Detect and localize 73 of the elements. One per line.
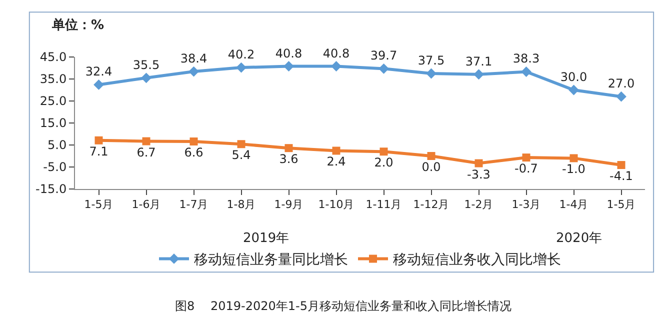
point [141,72,152,84]
x-tick-label: 1-6月 [132,198,161,212]
data-label: 35.5 [132,58,160,72]
x-tick-label: 1-8月 [226,198,256,212]
point [570,154,578,162]
data-label: 2.0 [374,156,394,170]
point [474,69,484,80]
data-label: -1.0 [562,162,586,176]
data-label: 27.0 [608,76,635,91]
text: 2020年 [556,231,602,246]
y-tick-label: -5.0 [43,160,67,174]
data-label: 37.5 [418,54,445,68]
point [568,84,579,96]
data-label: 0.0 [422,160,441,174]
data-label: 40.2 [228,48,255,62]
y-tick-label: -15.0 [36,182,67,196]
x-tick-label: 1-7月 [179,198,208,212]
data-label: 7.1 [89,144,108,158]
x-tick-label: 1-2月 [464,198,494,212]
legend-label: 移动短信业务量同比增长 [194,252,348,268]
x-tick-label: 1-5月 [606,198,636,212]
data-label: -0.7 [514,162,538,176]
data-label: 39.7 [370,48,398,63]
y-tick-label: 45.0 [40,50,67,64]
x-tick-label: 1-3月 [512,198,541,212]
data-label: 5.4 [232,148,251,162]
point [188,66,199,77]
x-tick-label: 1-5月 [84,198,114,212]
point [284,144,293,152]
point [474,159,483,168]
legend-label: 移动短信业务收入同比增长 [393,252,561,268]
point [190,137,198,146]
data-label: 32.4 [85,64,112,79]
y-tick-label: 5.0 [48,138,67,152]
point [522,154,530,162]
data-label: 3.6 [279,152,298,166]
x-tick-label: 1-9月 [274,198,304,212]
point [237,140,246,148]
point [427,152,436,160]
point [617,161,626,170]
x-tick-label: 1-11月 [366,198,402,212]
data-label: 38.3 [512,52,540,66]
text: 2019年 [243,231,290,246]
point [521,66,532,77]
point [142,137,150,146]
x-tick-label: 1-12月 [413,198,450,212]
data-label: -4.1 [610,169,633,184]
x-tick-label: 1-10月 [318,198,354,212]
data-label: 30.0 [560,70,588,84]
data-label: 38.4 [180,52,208,66]
point [378,63,389,74]
x-tick-label: 1-4月 [559,198,588,212]
point [426,68,436,79]
y-tick-label: 15.0 [40,116,67,130]
point [331,61,342,72]
point [236,62,246,73]
point [94,80,104,90]
caption: 图8 2019-2020年1-5月移动短信业务量和收入同比增长情况 [175,299,512,313]
data-label: 37.1 [465,54,492,68]
y-tick-label: 35.0 [40,72,67,86]
y-tick-label: 25.0 [40,94,67,108]
point [94,136,103,144]
data-label: 2.4 [326,154,346,169]
data-label: 6.7 [136,145,156,160]
y-axis-title: 单位：% [51,17,104,33]
point [284,61,294,72]
point [616,91,626,102]
data-label: 40.8 [275,46,302,60]
data-label: 6.6 [184,145,204,160]
point [380,148,388,156]
point [332,146,340,155]
data-label: 40.8 [322,46,350,60]
data-label: -3.3 [467,167,490,182]
